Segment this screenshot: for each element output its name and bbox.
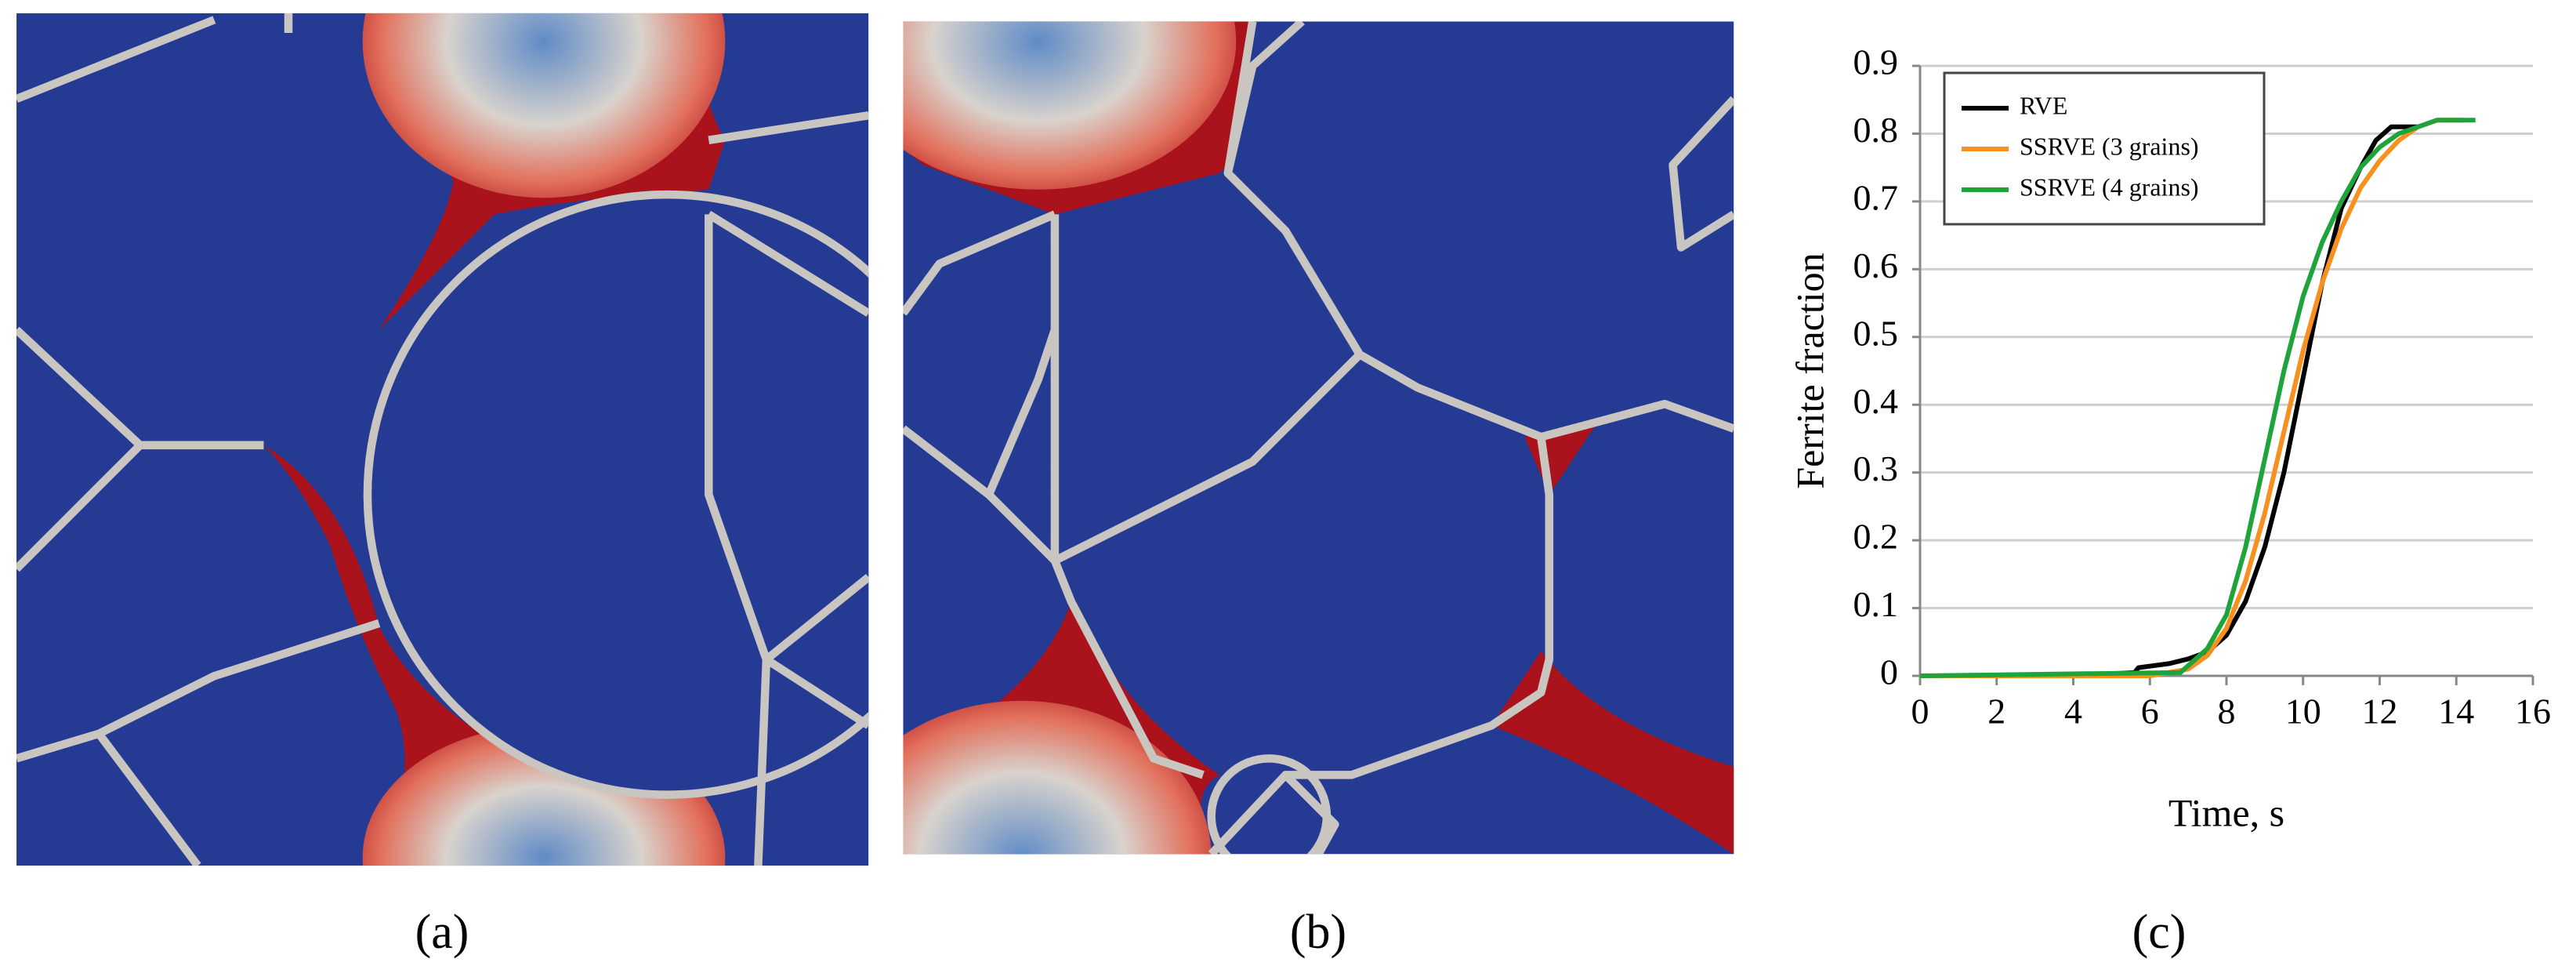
y-tick-label: 0.6 [1853, 245, 1899, 285]
x-tick-label: 10 [2285, 692, 2321, 732]
y-axis-title: Ferrite fraction [1788, 252, 1831, 488]
x-tick-label: 4 [2064, 692, 2082, 732]
y-tick-label: 0 [1880, 652, 1898, 692]
panel-label: (c) [2132, 906, 2187, 959]
x-tick-label: 2 [1987, 692, 2005, 732]
microstructures [16, 13, 1734, 866]
y-tick-label: 0.9 [1853, 42, 1899, 82]
series-line [1920, 118, 2464, 678]
x-tick-label: 6 [2141, 692, 2159, 732]
y-tick-label: 0.2 [1853, 517, 1899, 557]
x-axis-title: Time, s [2168, 790, 2284, 834]
x-tick-label: 12 [2362, 692, 2398, 732]
legend-label: SSRVE (4 grains) [2020, 172, 2199, 201]
series-line [1919, 118, 2476, 678]
microstructure-b [903, 21, 1734, 855]
y-tick-label: 0.8 [1853, 110, 1899, 150]
x-tick-label: 14 [2438, 692, 2474, 732]
y-tick-label: 0.5 [1853, 313, 1899, 353]
y-tick-label: 0.3 [1853, 448, 1899, 488]
y-tick-label: 0.1 [1853, 584, 1899, 624]
panel-label: (b) [1290, 906, 1346, 959]
y-tick-label: 0.7 [1853, 177, 1899, 217]
x-tick-label: 8 [2218, 692, 2236, 732]
y-tick-label: 0.4 [1853, 381, 1899, 421]
x-tick-label: 16 [2515, 692, 2551, 732]
legend-label: SSRVE (3 grains) [2020, 132, 2199, 160]
legend-label: RVE [2020, 91, 2067, 119]
x-tick-label: 0 [1911, 692, 1929, 732]
panel-label: (a) [415, 906, 469, 959]
microstructure-a [16, 13, 869, 866]
